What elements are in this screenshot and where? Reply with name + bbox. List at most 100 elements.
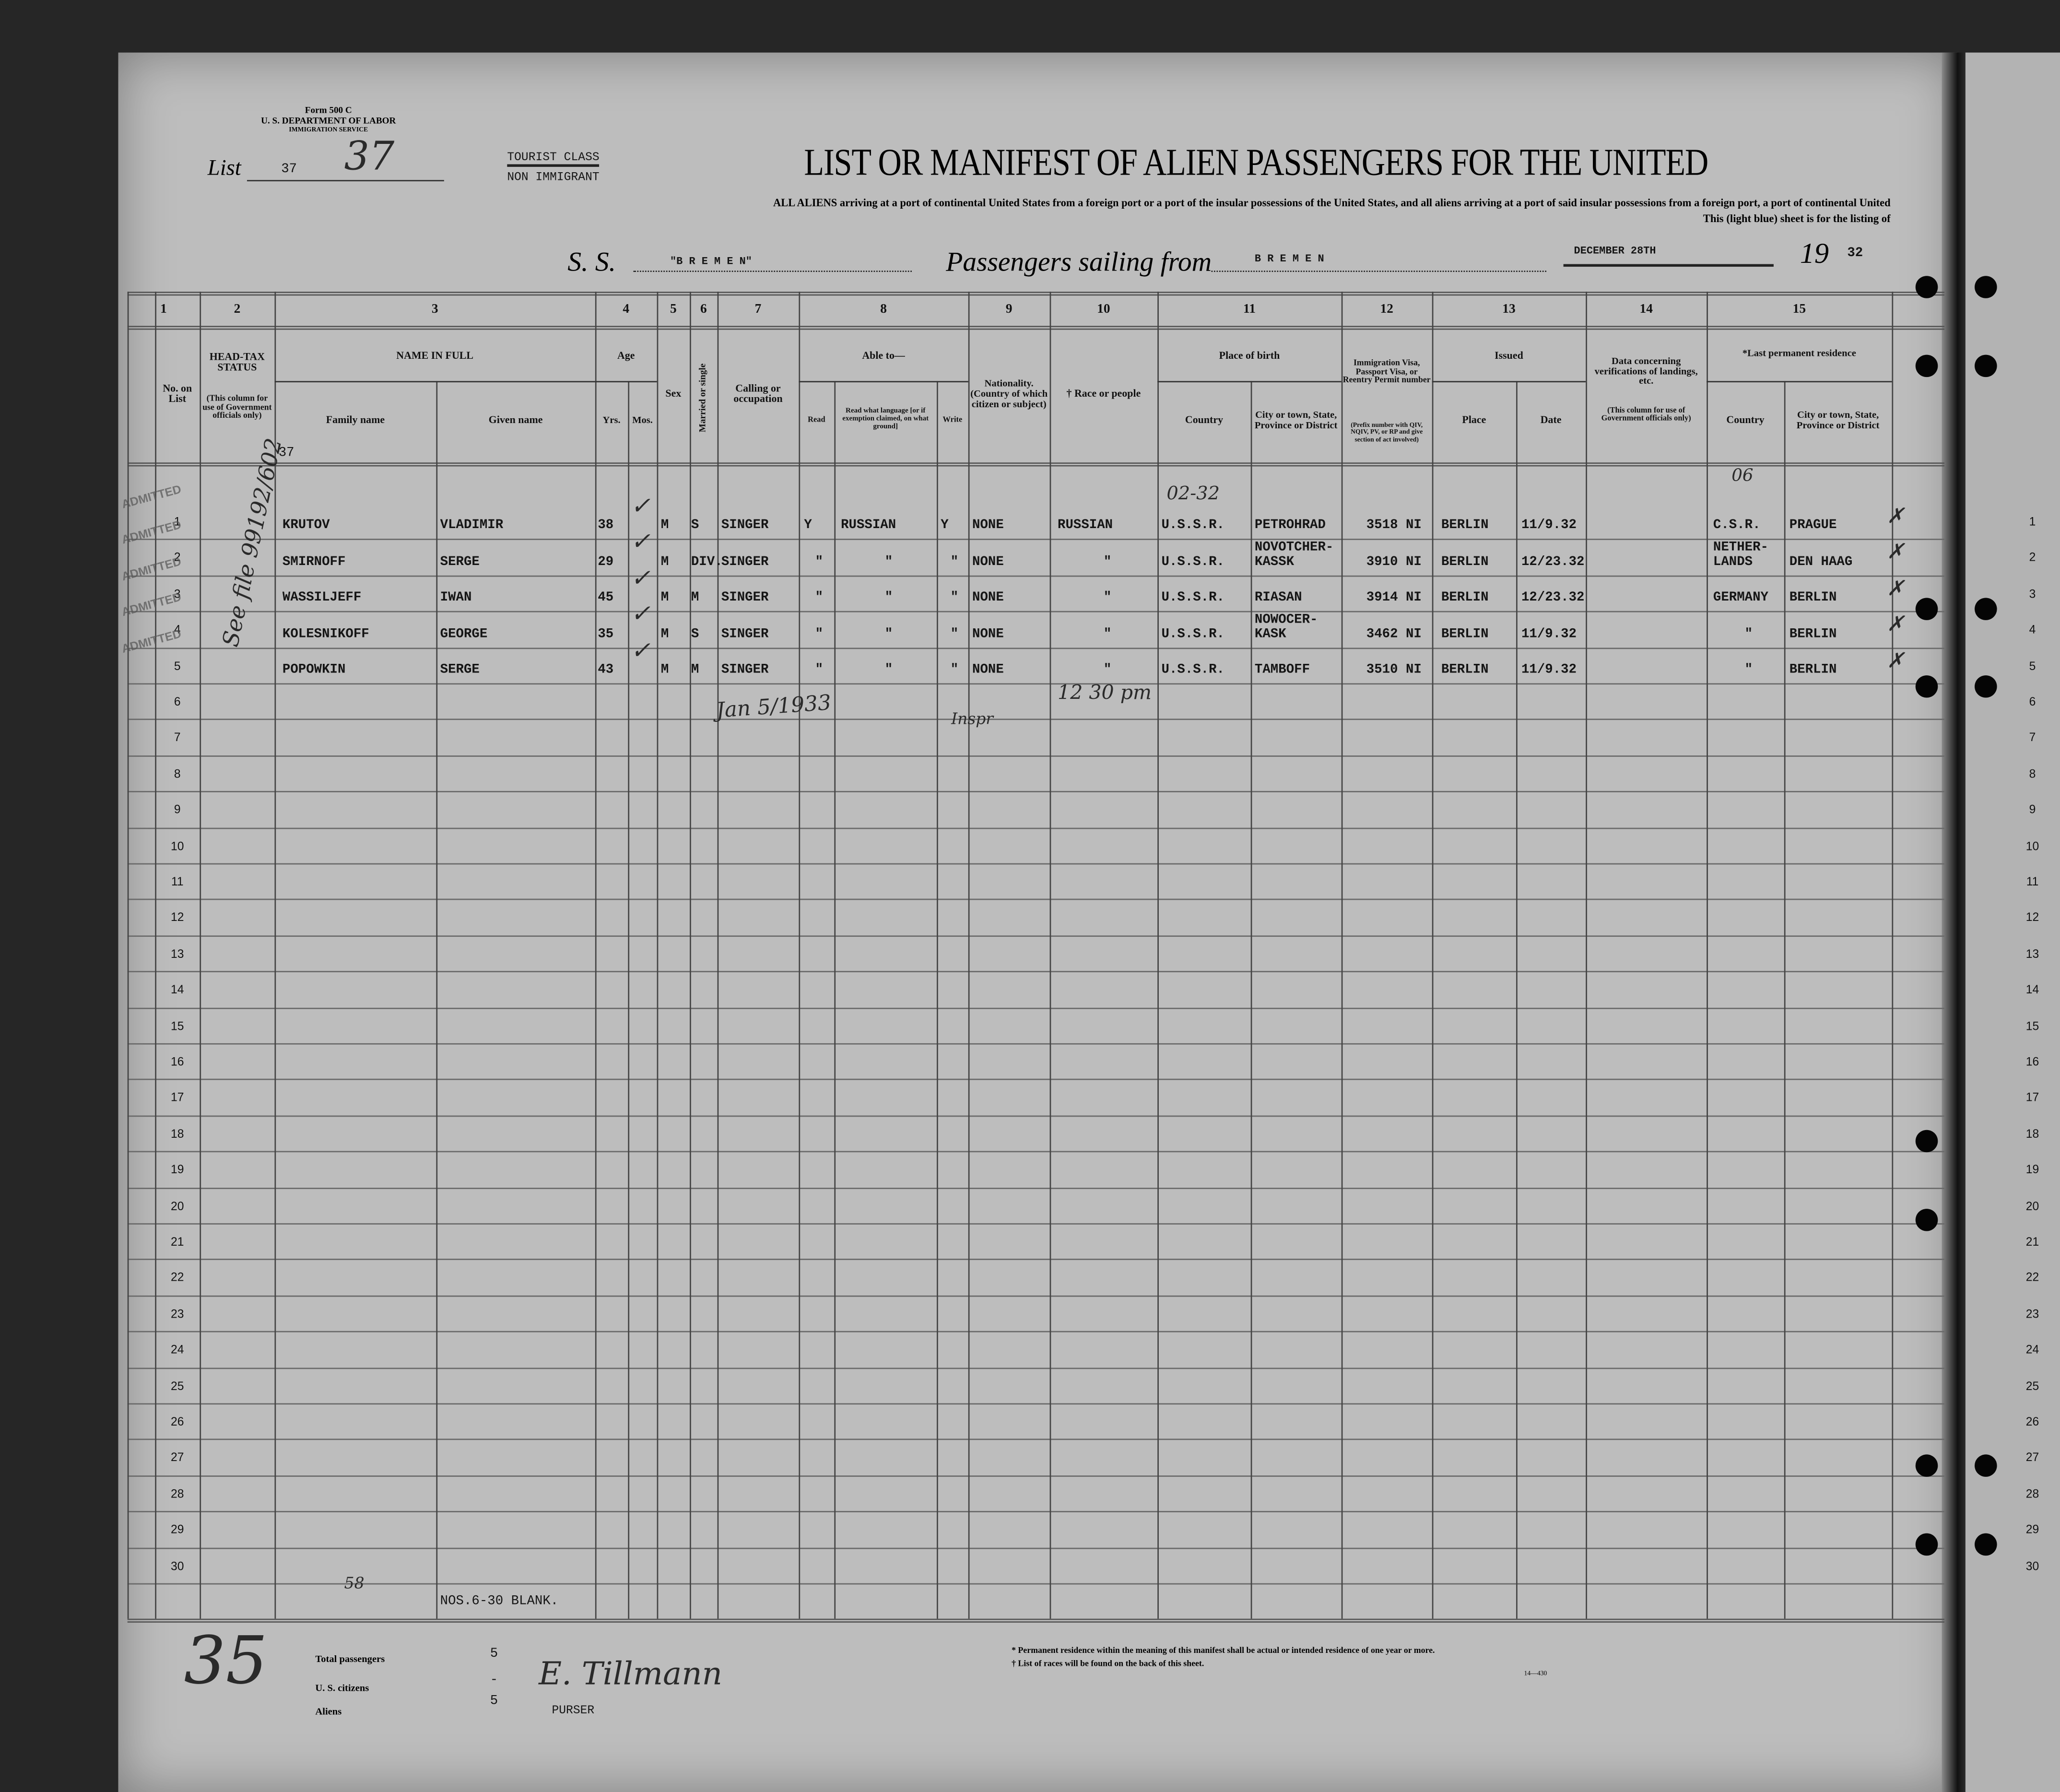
punch-hole [1915,598,1938,620]
next-page-row-number: 21 [2025,1235,2039,1249]
cell-res-city: BERLIN [1789,627,1837,642]
header-write: Write [942,416,963,424]
row-number: 10 [171,839,184,852]
row-number: 4 [174,623,181,637]
header-issued: Issued [1495,350,1523,362]
row-number: 25 [171,1379,184,1392]
cell-res-country: NETHER- LANDS [1713,541,1769,570]
cell-marital: M [691,663,699,678]
punch-hole [1975,276,1997,298]
row-number: 18 [171,1127,184,1141]
cell-occupation: SINGER [721,627,769,642]
check-mark-x: ✗ [1886,503,1905,529]
departure-port: B R E M E N [1254,253,1324,266]
cell-family: SMIRNOFF [282,555,346,570]
list-number: 37 [281,163,297,177]
row-rule [127,1223,1945,1225]
cell-res-city: BERLIN [1789,591,1837,606]
department: U. S. DEPARTMENT OF LABOR [261,116,396,126]
cell-visa: 3518 NI [1366,519,1422,534]
row-rule [127,971,1945,973]
cell-issued-date: 11/9.32 [1521,663,1577,678]
cell-occupation: SINGER [721,519,769,534]
next-page-row-number: 11 [2026,875,2039,888]
check-mark: ✓ [630,601,651,628]
next-page-row-number: 27 [2025,1451,2039,1464]
row-rule [127,1547,1945,1549]
cell-res-city: BERLIN [1789,663,1837,678]
header-residence-city: City or town, State, Province or Distric… [1796,409,1880,431]
punch-hole [1975,598,1997,620]
next-page-row-number: 3 [2029,587,2036,601]
cell-language: " [884,591,893,606]
next-page-row-number: 24 [2025,1343,2039,1356]
cell-race: " [1103,555,1112,570]
cell-nationality: NONE [972,627,1004,642]
cell-marital: S [691,627,699,642]
header-given-name: Given name [488,413,543,425]
header-verification-note: (This column for use of Government offic… [1601,407,1691,424]
header-last-residence: *Last permanent residence [1742,346,1856,358]
header-visa-note: (Prefix number with QIV, NQIV, PV, or RP… [1351,423,1423,444]
punch-hole [1915,1533,1938,1556]
cell-race: " [1103,591,1112,606]
column-number-14: 14 [1639,302,1653,317]
punch-hole [1975,1533,1997,1556]
column-rule [595,292,597,1619]
cell-visa: 3462 NI [1366,627,1422,642]
purser-label: PURSER [552,1704,595,1718]
check-mark-x: ✗ [1886,611,1905,637]
subcolumn-rule [937,381,938,1619]
subcolumn-rule [1516,381,1518,1619]
column-rule [717,292,719,1619]
cell-given: GEORGE [440,627,488,642]
next-page-row-number: 23 [2025,1307,2039,1320]
header-visa: Immigration Visa, Passport Visa, or Reen… [1342,358,1431,386]
next-page-row-number: 4 [2029,623,2036,637]
column-number-9: 9 [1005,302,1012,317]
column-rule [155,292,156,1619]
cell-nationality: NONE [972,555,1004,570]
cell-language: RUSSIAN [841,519,896,534]
next-page-row-number: 9 [2029,803,2036,816]
list-underline [247,180,444,182]
blank-rows-note: NOS.6-30 BLANK. [440,1595,559,1610]
next-page-row-number: 6 [2029,695,2036,708]
row-rule [127,1403,1945,1405]
row-number: 5 [174,659,181,672]
row-rule [127,611,1945,613]
next-page-row-number: 17 [2025,1091,2039,1104]
column-rule [1586,292,1587,1619]
cell-res-country: " [1744,627,1753,642]
port-underline [1211,271,1547,272]
cell-family: POPOWKIN [282,663,346,678]
row-number: 9 [174,803,181,816]
row-number: 8 [174,767,181,780]
header-able-to: Able to— [862,350,905,362]
row-rule [127,1475,1945,1477]
year-suffix: 32 [1847,247,1863,262]
next-page-row-number: 29 [2025,1523,2039,1536]
tally-note: 58 [344,1574,365,1592]
next-page-row-number: 25 [2025,1379,2039,1392]
check-mark: ✓ [630,529,651,556]
cell-yrs: 35 [598,627,614,642]
cell-race: RUSSIAN [1058,519,1113,534]
cell-occupation: SINGER [721,591,769,606]
punch-hole [1975,675,1997,698]
row-rule [127,1079,1945,1081]
next-page-row-number: 22 [2025,1271,2039,1285]
header-sex: Sex [665,387,682,400]
cell-birth-city: RIASAN [1254,591,1302,606]
sailing-date: DECEMBER 28TH [1574,246,1656,258]
cell-birth-country: U.S.S.R. [1161,627,1224,642]
header-family-name: Family name [326,413,385,425]
column-number-11: 11 [1243,302,1256,317]
page-title: LIST OR MANIFEST OF ALIEN PASSENGERS FOR… [804,141,1708,184]
form-code: 14—430 [1524,1671,1547,1678]
row-rule [127,1295,1945,1297]
next-page-row-number: 10 [2025,839,2039,852]
cell-given: SERGE [440,663,480,678]
header-verification: Data concerning verifications of landing… [1594,354,1698,387]
